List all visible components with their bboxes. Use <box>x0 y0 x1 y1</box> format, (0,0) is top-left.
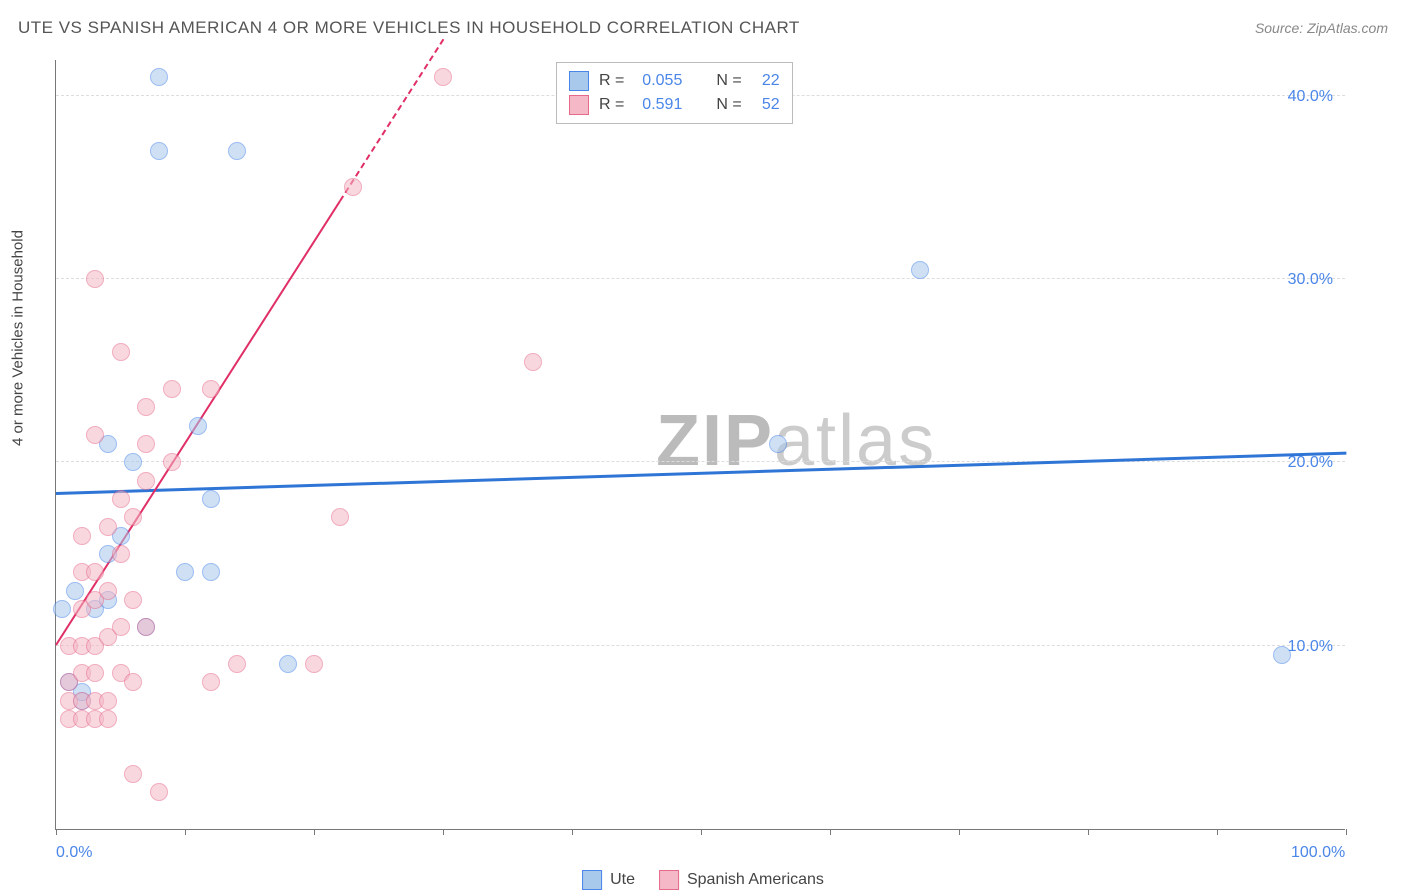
n-value: 22 <box>752 69 780 93</box>
data-point <box>86 664 104 682</box>
data-point <box>112 490 130 508</box>
data-point <box>202 563 220 581</box>
data-point <box>202 673 220 691</box>
trend-line-dashed <box>339 39 444 201</box>
data-point <box>344 178 362 196</box>
data-point <box>176 563 194 581</box>
legend-label-spanish: Spanish Americans <box>687 871 824 889</box>
data-point <box>99 582 117 600</box>
data-point <box>66 582 84 600</box>
data-point <box>150 142 168 160</box>
y-tick-label: 30.0% <box>1288 271 1333 289</box>
swatch-icon <box>569 71 589 91</box>
gridline <box>56 645 1345 646</box>
data-point <box>124 453 142 471</box>
data-point <box>202 490 220 508</box>
x-tick <box>443 829 444 835</box>
data-point <box>73 527 91 545</box>
r-value: 0.055 <box>634 69 682 93</box>
swatch-spanish <box>659 870 679 890</box>
legend-item-ute: Ute <box>582 870 635 890</box>
data-point <box>112 545 130 563</box>
data-point <box>769 435 787 453</box>
x-tick <box>1346 829 1347 835</box>
y-axis-label: 4 or more Vehicles in Household <box>10 230 27 446</box>
x-tick-label: 0.0% <box>56 844 92 862</box>
data-point <box>150 68 168 86</box>
source-label: Source: ZipAtlas.com <box>1255 20 1388 36</box>
legend-item-spanish: Spanish Americans <box>659 870 824 890</box>
legend-label-ute: Ute <box>610 871 635 889</box>
n-label: N = <box>716 93 741 117</box>
r-value: 0.591 <box>634 93 682 117</box>
data-point <box>124 673 142 691</box>
data-point <box>137 472 155 490</box>
data-point <box>189 417 207 435</box>
trend-line <box>56 452 1346 495</box>
data-point <box>124 591 142 609</box>
data-point <box>150 783 168 801</box>
legend-bottom: Ute Spanish Americans <box>582 870 824 890</box>
y-tick-label: 10.0% <box>1288 638 1333 656</box>
x-tick <box>830 829 831 835</box>
x-tick <box>701 829 702 835</box>
data-point <box>53 600 71 618</box>
data-point <box>228 655 246 673</box>
data-point <box>86 426 104 444</box>
x-tick <box>1088 829 1089 835</box>
data-point <box>99 518 117 536</box>
chart-title: UTE VS SPANISH AMERICAN 4 OR MORE VEHICL… <box>18 18 800 38</box>
swatch-icon <box>569 95 589 115</box>
r-label: R = <box>599 93 624 117</box>
swatch-ute <box>582 870 602 890</box>
data-point <box>112 618 130 636</box>
data-point <box>86 270 104 288</box>
data-point <box>99 692 117 710</box>
data-point <box>1273 646 1291 664</box>
x-tick <box>56 829 57 835</box>
data-point <box>86 563 104 581</box>
data-point <box>911 261 929 279</box>
data-point <box>524 353 542 371</box>
stats-legend: R = 0.055 N = 22 R = 0.591 N = 52 <box>556 62 793 124</box>
x-tick <box>185 829 186 835</box>
data-point <box>305 655 323 673</box>
data-point <box>112 343 130 361</box>
data-point <box>434 68 452 86</box>
data-point <box>137 398 155 416</box>
n-label: N = <box>716 69 741 93</box>
x-tick-label: 100.0% <box>1291 844 1345 862</box>
data-point <box>331 508 349 526</box>
data-point <box>137 618 155 636</box>
data-point <box>202 380 220 398</box>
data-point <box>279 655 297 673</box>
y-tick-label: 40.0% <box>1288 88 1333 106</box>
data-point <box>137 435 155 453</box>
y-tick-label: 20.0% <box>1288 454 1333 472</box>
x-tick <box>572 829 573 835</box>
data-point <box>163 453 181 471</box>
scatter-plot-area: ZIPatlas 10.0%20.0%30.0%40.0%0.0%100.0%R… <box>55 60 1345 830</box>
data-point <box>163 380 181 398</box>
x-tick <box>959 829 960 835</box>
stats-row: R = 0.591 N = 52 <box>569 93 780 117</box>
data-point <box>228 142 246 160</box>
gridline <box>56 461 1345 462</box>
x-tick <box>314 829 315 835</box>
gridline <box>56 278 1345 279</box>
data-point <box>124 765 142 783</box>
data-point <box>124 508 142 526</box>
stats-row: R = 0.055 N = 22 <box>569 69 780 93</box>
n-value: 52 <box>752 93 780 117</box>
r-label: R = <box>599 69 624 93</box>
x-tick <box>1217 829 1218 835</box>
data-point <box>99 710 117 728</box>
